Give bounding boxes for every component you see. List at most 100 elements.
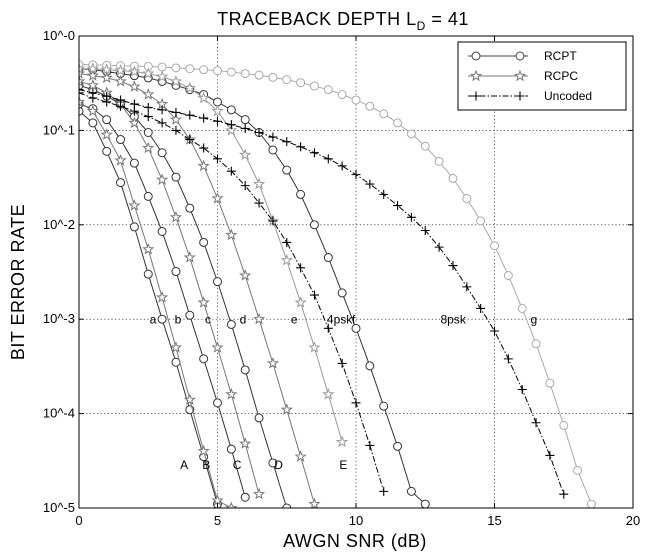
- data-point: [490, 326, 499, 336]
- legend-marker: [515, 91, 525, 101]
- series-line: [79, 68, 343, 443]
- data-point: [282, 137, 292, 147]
- data-point: [143, 191, 153, 201]
- data-point: [79, 67, 86, 79]
- data-point: [420, 499, 430, 508]
- data-point: [365, 101, 375, 111]
- data-point: [79, 75, 86, 87]
- data-point: [406, 212, 416, 222]
- data-point: [254, 70, 264, 80]
- data-point: [169, 113, 183, 125]
- data-point: [322, 387, 335, 400]
- data-point: [86, 78, 99, 91]
- data-point: [296, 263, 306, 273]
- curve-annotation: e: [291, 313, 298, 327]
- data-point: [143, 128, 153, 138]
- curve-annotation: a: [150, 313, 157, 327]
- series-line: [79, 110, 218, 505]
- data-point: [142, 242, 155, 255]
- data-point: [88, 88, 98, 98]
- curve-annotation: D: [274, 458, 283, 472]
- data-point: [420, 226, 430, 236]
- curve-annotation: 8psk: [440, 313, 466, 327]
- data-point: [128, 116, 141, 129]
- data-point: [309, 81, 319, 91]
- curve-annotation: 4psk: [327, 313, 353, 327]
- data-point: [254, 198, 264, 208]
- data-point: [268, 458, 278, 468]
- data-point: [171, 172, 181, 182]
- data-point: [225, 123, 238, 136]
- legend-label: RCPT: [544, 49, 577, 63]
- data-point: [490, 241, 499, 251]
- legend-marker: [471, 51, 481, 61]
- data-point: [225, 387, 238, 400]
- data-point: [393, 441, 403, 451]
- data-point: [323, 85, 333, 95]
- curve-annotation: c: [205, 313, 211, 327]
- data-point: [268, 145, 278, 155]
- series-line: [79, 73, 315, 505]
- series-rcpt-4: [79, 59, 596, 508]
- data-point: [129, 222, 139, 232]
- data-point: [197, 159, 210, 172]
- data-point: [171, 107, 181, 117]
- data-point: [128, 65, 141, 77]
- data-point: [213, 116, 222, 126]
- data-point: [226, 444, 236, 454]
- data-point: [379, 401, 389, 411]
- x-axis-label: AWGN SNR (dB): [283, 531, 427, 551]
- data-point: [420, 141, 430, 151]
- series-rcpt-1: [79, 99, 250, 502]
- curve-annotation: E: [339, 458, 347, 472]
- data-point: [142, 141, 155, 154]
- data-point: [171, 63, 181, 73]
- data-point: [337, 161, 347, 171]
- data-point: [365, 179, 375, 189]
- data-point: [79, 95, 86, 108]
- data-point: [129, 158, 139, 168]
- data-point: [86, 62, 99, 74]
- legend: RCPT RCPC Uncoded: [457, 41, 627, 111]
- data-point: [351, 398, 361, 408]
- data-point: [169, 341, 183, 353]
- data-point: [142, 67, 155, 79]
- y-tick-label: 10^-0: [43, 28, 75, 43]
- data-point: [252, 312, 266, 325]
- series-rcpt-2: [79, 80, 292, 508]
- data-point: [199, 237, 209, 247]
- data-point: [185, 203, 195, 213]
- data-point: [171, 267, 181, 277]
- data-point: [379, 109, 389, 119]
- data-point: [157, 148, 167, 158]
- data-point: [266, 356, 280, 369]
- data-point: [240, 123, 250, 133]
- data-point: [226, 105, 236, 115]
- data-point: [559, 489, 569, 499]
- data-point: [155, 291, 169, 303]
- data-point: [294, 450, 307, 462]
- data-point: [531, 339, 541, 349]
- data-point: [211, 104, 224, 117]
- data-point: [116, 178, 126, 188]
- series-rcpc-6: [79, 75, 266, 500]
- data-point: [280, 253, 293, 266]
- data-point: [199, 354, 209, 364]
- data-point: [309, 290, 319, 300]
- data-point: [282, 75, 292, 85]
- series-rcpc-7: [79, 67, 321, 508]
- curve-annotation: A: [180, 458, 188, 472]
- data-point: [213, 277, 222, 287]
- data-point: [252, 177, 266, 190]
- data-point: [199, 65, 209, 75]
- data-point: [199, 143, 209, 153]
- data-point: [183, 81, 196, 94]
- x-tick-label: 5: [214, 513, 221, 528]
- data-point: [296, 78, 306, 88]
- data-point: [531, 418, 541, 428]
- data-point: [155, 70, 169, 82]
- data-point: [185, 135, 195, 145]
- y-tick-label: 10^-1: [43, 122, 75, 137]
- data-point: [86, 104, 99, 117]
